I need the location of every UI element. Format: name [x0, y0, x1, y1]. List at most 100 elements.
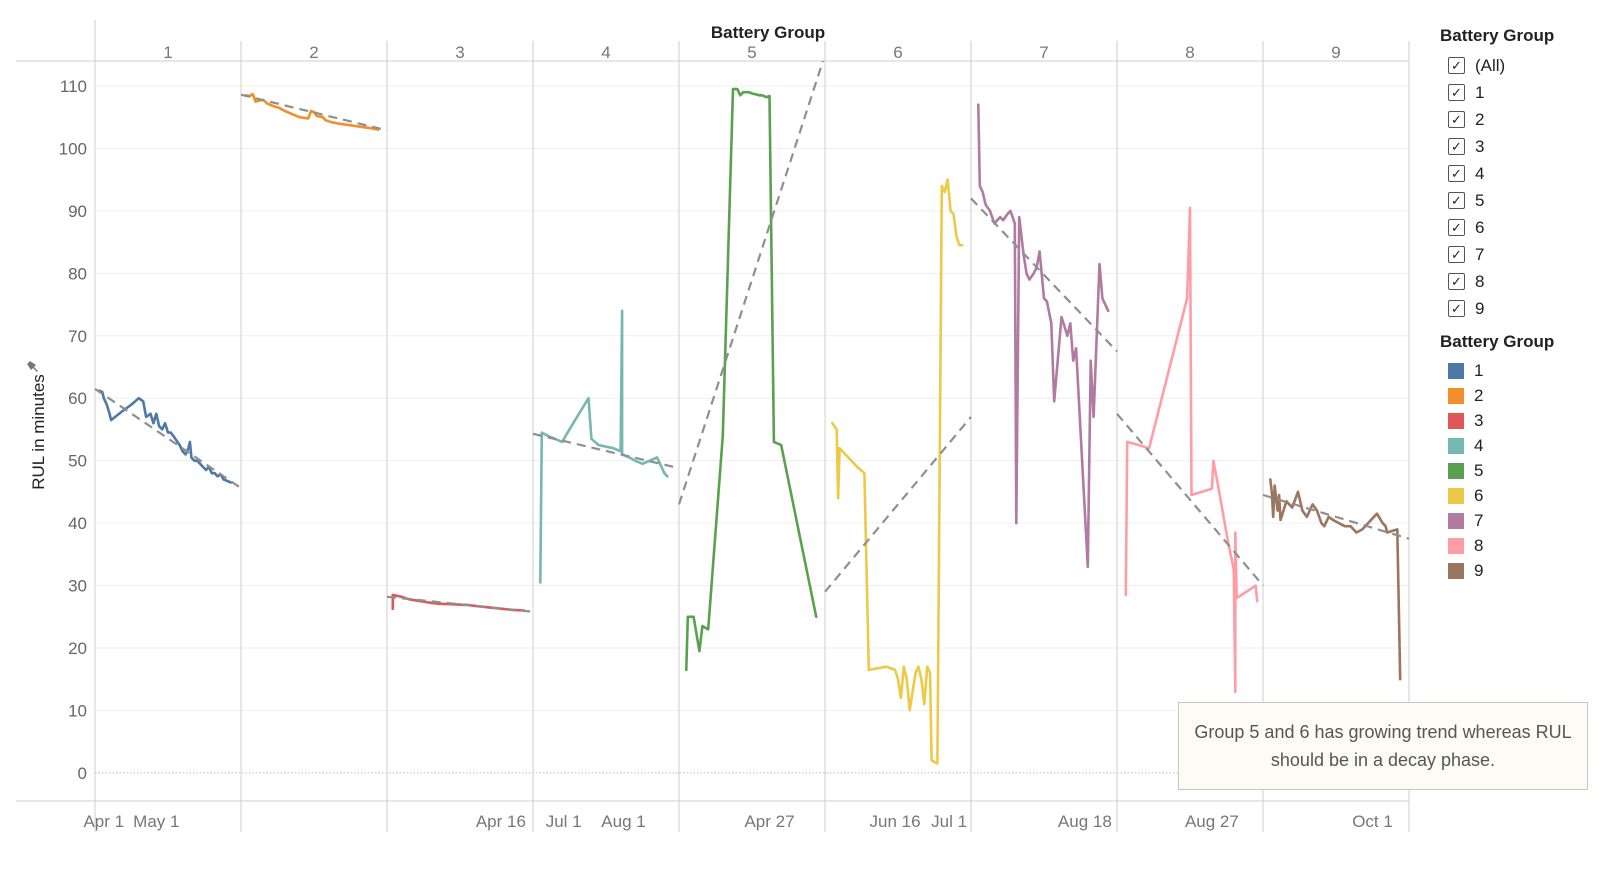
filter-item[interactable]: ✓ 4: [1440, 160, 1600, 187]
x-tick-label: Aug 1: [601, 812, 645, 831]
x-tick-label: Jul 1: [546, 812, 582, 831]
color-swatch: [1448, 387, 1464, 404]
color-legend-item[interactable]: 1: [1440, 358, 1600, 383]
header-title: Battery Group: [711, 23, 825, 42]
series-line-3: [391, 593, 526, 612]
panel-header-label: 6: [893, 43, 902, 62]
color-legend-item[interactable]: 7: [1440, 508, 1600, 533]
panel-7: 7 Aug 18: [970, 41, 1118, 832]
checkbox-icon[interactable]: ✓: [1448, 138, 1465, 155]
checkbox-icon[interactable]: ✓: [1448, 165, 1465, 182]
filter-item-label: (All): [1475, 55, 1506, 75]
color-legend-item[interactable]: 6: [1440, 483, 1600, 508]
color-legend-label: 3: [1474, 410, 1484, 430]
y-tick-label: 110: [60, 77, 87, 96]
series-line-4: [538, 309, 669, 584]
filter-item-label: 4: [1475, 163, 1485, 183]
color-swatch: [1448, 362, 1464, 379]
panel-3: 3 Apr 16: [386, 41, 534, 832]
trend-line-9: [1262, 493, 1410, 540]
color-legend-item[interactable]: 2: [1440, 383, 1600, 408]
checkbox-icon[interactable]: ✓: [1448, 57, 1465, 74]
trend-line-7: [970, 197, 1118, 353]
series-line-6: [830, 178, 964, 765]
filter-item[interactable]: ✓ 8: [1440, 268, 1600, 295]
filter-item[interactable]: ✓ 6: [1440, 214, 1600, 241]
x-tick-label: Aug 18: [1058, 812, 1112, 831]
checkbox-icon[interactable]: ✓: [1448, 84, 1465, 101]
filter-item-label: 3: [1475, 136, 1485, 156]
filter-list: ✓ (All) ✓ 1 ✓ 2 ✓ 3 ✓ 4 ✓ 5 ✓ 6 ✓ 7 ✓ 8 ✓ 9: [1440, 52, 1600, 322]
panel-8: 8 Aug 27: [1116, 41, 1264, 832]
x-tick-label: Jul 1: [931, 812, 967, 831]
trend-line-3: [386, 595, 534, 613]
series-line-5: [684, 87, 818, 672]
filter-item-label: 8: [1475, 271, 1485, 291]
color-legend-label: 9: [1474, 560, 1484, 580]
color-swatch: [1448, 462, 1464, 479]
color-legend-label: 4: [1474, 435, 1484, 455]
checkbox-icon[interactable]: ✓: [1448, 111, 1465, 128]
panel-header-label: 4: [601, 43, 610, 62]
checkbox-icon[interactable]: ✓: [1448, 300, 1465, 317]
y-axis-title: RUL in minutes: [29, 374, 48, 490]
x-tick-label: Apr 16: [476, 812, 526, 831]
y-tick-label: 80: [68, 264, 87, 283]
color-legend-label: 2: [1474, 385, 1484, 405]
checkbox-icon[interactable]: ✓: [1448, 246, 1465, 263]
filter-item[interactable]: ✓ 3: [1440, 133, 1600, 160]
y-tick-label: 50: [68, 452, 87, 471]
color-swatch: [1448, 562, 1464, 579]
filter-item[interactable]: ✓ 2: [1440, 106, 1600, 133]
x-tick-label: Jun 16: [870, 812, 921, 831]
color-legend-label: 5: [1474, 460, 1484, 480]
y-tick-label: 70: [68, 327, 87, 346]
color-legend-item[interactable]: 5: [1440, 458, 1600, 483]
trend-line-1: [94, 387, 242, 490]
color-swatch: [1448, 512, 1464, 529]
panel-header-label: 5: [747, 43, 756, 62]
trend-line-2: [240, 93, 388, 132]
y-tick-label: 100: [59, 139, 87, 158]
checkbox-icon[interactable]: ✓: [1448, 219, 1465, 236]
filter-item[interactable]: ✓ 7: [1440, 241, 1600, 268]
panel-header-label: 3: [455, 43, 464, 62]
filter-item[interactable]: ✓ 5: [1440, 187, 1600, 214]
panel-header-label: 7: [1039, 43, 1048, 62]
filter-item[interactable]: ✓ 9: [1440, 295, 1600, 322]
filter-item-label: 7: [1475, 244, 1485, 264]
y-tick-label: 40: [68, 514, 87, 533]
panel-5: 5 Apr 27: [677, 41, 826, 832]
trend-line-8: [1116, 413, 1264, 587]
color-legend-label: 7: [1474, 510, 1484, 530]
color-swatch: [1448, 537, 1464, 554]
color-legend-label: 8: [1474, 535, 1484, 555]
y-tick-label: 20: [68, 639, 87, 658]
pin-icon: [27, 361, 38, 372]
filter-item[interactable]: ✓ (All): [1440, 52, 1600, 79]
panel-header-label: 8: [1185, 43, 1194, 62]
checkbox-icon[interactable]: ✓: [1448, 273, 1465, 290]
x-tick-label: Apr 1: [83, 812, 124, 831]
color-legend-title: Battery Group: [1440, 332, 1555, 351]
color-legend-item[interactable]: 9: [1440, 558, 1600, 583]
series-line-7: [976, 103, 1110, 569]
y-axis-label: RUL in minutes: [29, 374, 48, 490]
panel-9: 9 Oct 1: [1262, 41, 1410, 832]
checkbox-icon[interactable]: ✓: [1448, 192, 1465, 209]
filter-item[interactable]: ✓ 1: [1440, 79, 1600, 106]
color-legend-label: 6: [1474, 485, 1484, 505]
color-legend-item[interactable]: 4: [1440, 433, 1600, 458]
panel-header-label: 2: [309, 43, 318, 62]
filter-item-label: 9: [1475, 298, 1485, 318]
legend-panel: Battery Group ✓ (All) ✓ 1 ✓ 2 ✓ 3 ✓ 4 ✓ 5 ✓ 6 ✓ 7 ✓ 8 ✓ 9 B…: [1440, 26, 1600, 583]
panel-header-label: 9: [1331, 43, 1340, 62]
filter-item-label: 6: [1475, 217, 1485, 237]
y-tick-label: 10: [68, 701, 87, 720]
filter-title: Battery Group: [1440, 26, 1555, 45]
color-legend-item[interactable]: 3: [1440, 408, 1600, 433]
color-swatch: [1448, 437, 1464, 454]
x-tick-label: Oct 1: [1352, 812, 1393, 831]
color-legend-item[interactable]: 8: [1440, 533, 1600, 558]
